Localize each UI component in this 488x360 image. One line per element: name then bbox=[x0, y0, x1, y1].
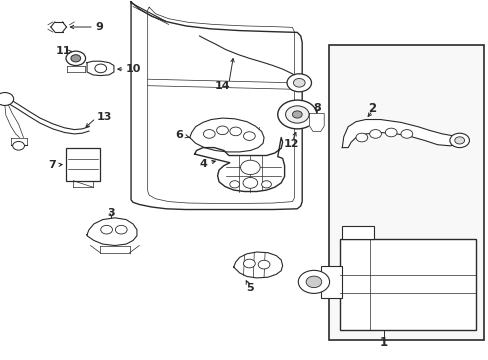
Circle shape bbox=[115, 225, 127, 234]
Circle shape bbox=[243, 132, 255, 140]
Circle shape bbox=[216, 126, 228, 135]
Text: 12: 12 bbox=[283, 139, 298, 149]
Text: 13: 13 bbox=[97, 112, 112, 122]
Circle shape bbox=[305, 276, 321, 288]
Text: 6: 6 bbox=[175, 130, 183, 140]
Text: 3: 3 bbox=[107, 208, 115, 218]
Circle shape bbox=[261, 181, 271, 188]
Circle shape bbox=[293, 78, 305, 87]
Text: 10: 10 bbox=[126, 64, 141, 74]
Circle shape bbox=[66, 51, 85, 66]
Circle shape bbox=[0, 93, 14, 105]
Circle shape bbox=[13, 141, 24, 150]
Text: 11: 11 bbox=[56, 46, 71, 56]
Polygon shape bbox=[87, 61, 114, 76]
Circle shape bbox=[369, 130, 381, 138]
Text: 8: 8 bbox=[312, 103, 320, 113]
Circle shape bbox=[400, 130, 412, 138]
Circle shape bbox=[243, 259, 255, 268]
Circle shape bbox=[95, 64, 106, 73]
Text: 1: 1 bbox=[379, 336, 387, 349]
Text: 7: 7 bbox=[48, 160, 56, 170]
Circle shape bbox=[298, 270, 329, 293]
Bar bbox=[328, 45, 483, 340]
Circle shape bbox=[355, 133, 367, 142]
Circle shape bbox=[71, 55, 81, 62]
Text: 14: 14 bbox=[214, 81, 230, 91]
Circle shape bbox=[449, 133, 468, 148]
Circle shape bbox=[385, 128, 396, 137]
Polygon shape bbox=[189, 118, 264, 152]
Bar bbox=[321, 266, 341, 298]
Circle shape bbox=[229, 181, 239, 188]
Text: 2: 2 bbox=[368, 102, 376, 114]
Bar bbox=[339, 239, 475, 330]
Bar bbox=[66, 148, 100, 181]
Circle shape bbox=[243, 177, 257, 188]
Text: 5: 5 bbox=[246, 283, 254, 293]
Circle shape bbox=[285, 106, 308, 123]
Circle shape bbox=[203, 130, 215, 138]
Bar bbox=[342, 226, 373, 239]
Text: 9: 9 bbox=[95, 22, 103, 32]
Polygon shape bbox=[87, 218, 137, 246]
Polygon shape bbox=[309, 113, 324, 131]
Circle shape bbox=[277, 100, 316, 129]
Circle shape bbox=[240, 160, 260, 175]
Polygon shape bbox=[233, 252, 282, 278]
Polygon shape bbox=[194, 138, 284, 192]
Text: 4: 4 bbox=[200, 159, 207, 169]
Polygon shape bbox=[131, 2, 302, 210]
Circle shape bbox=[292, 111, 302, 118]
Circle shape bbox=[258, 260, 269, 269]
Circle shape bbox=[229, 127, 241, 136]
Circle shape bbox=[101, 225, 112, 234]
Circle shape bbox=[286, 74, 311, 92]
Polygon shape bbox=[342, 120, 463, 148]
Circle shape bbox=[454, 137, 464, 144]
